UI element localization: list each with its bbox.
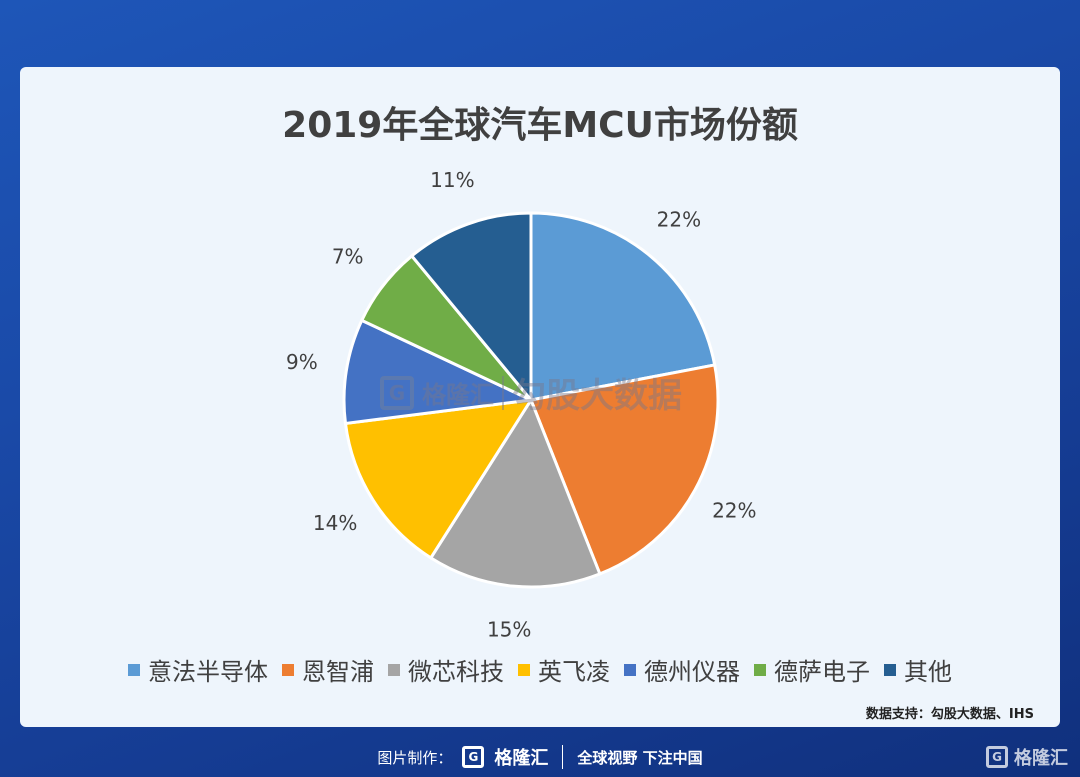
legend-swatch-3	[388, 663, 400, 676]
data-label-2: 22%	[712, 498, 756, 522]
watermark-divider	[502, 375, 504, 410]
corner-logo: G 格隆汇	[986, 744, 1068, 770]
legend-item-5: 德州仪器	[624, 652, 740, 687]
legend-swatch-6	[754, 663, 766, 676]
pie-slice-7	[409, 211, 533, 405]
legend-label-3: 微芯科技	[408, 658, 504, 686]
chart-legend: 意法半导体 恩智浦 微芯科技 英飞凌 德州仪器 德萨电子 其他	[0, 652, 1080, 687]
pie-slice-2	[528, 363, 720, 576]
legend-label-1: 意法半导体	[148, 658, 268, 686]
watermark-text: 勾股大数据	[512, 376, 682, 416]
legend-swatch-2	[282, 663, 294, 676]
pie-slice-4	[343, 398, 534, 560]
watermark-brand: 格隆汇	[422, 381, 494, 409]
corner-logo-brand: 格隆汇	[1014, 748, 1068, 769]
footer: 图片制作： G 格隆汇 全球视野 下注中国	[0, 742, 1080, 772]
watermark-logo-icon: G	[380, 375, 414, 410]
legend-item-4: 英飞凌	[518, 652, 610, 687]
chart-title: 2019年全球汽车MCU市场份额	[282, 105, 798, 146]
legend-label-2: 恩智浦	[302, 658, 374, 686]
data-label-6: 7%	[332, 244, 364, 268]
legend-swatch-1	[128, 663, 140, 676]
legend-label-4: 英飞凌	[538, 658, 610, 686]
legend-item-3: 微芯科技	[388, 652, 504, 687]
pie-slice-1	[529, 211, 717, 402]
source-note: 数据支持：勾股大数据、IHS	[865, 707, 1034, 722]
legend-item-7: 其他	[884, 652, 952, 687]
legend-label-5: 德州仪器	[644, 658, 740, 686]
legend-item-6: 德萨电子	[754, 652, 870, 687]
data-label-7: 11%	[430, 168, 474, 192]
legend-swatch-4	[518, 663, 530, 676]
footer-made-by: 图片制作：	[377, 748, 453, 767]
legend-item-2: 恩智浦	[282, 652, 374, 687]
legend-swatch-5	[624, 663, 636, 676]
footer-slogan: 全球视野 下注中国	[577, 748, 703, 767]
pie-slice-3	[428, 396, 602, 589]
legend-label-7: 其他	[904, 658, 952, 686]
footer-brand: 格隆汇	[494, 748, 549, 769]
watermark: G 格隆汇 勾股大数据	[380, 368, 682, 417]
legend-swatch-7	[884, 663, 896, 676]
data-label-1: 22%	[657, 208, 701, 232]
corner-logo-icon: G	[986, 746, 1008, 768]
footer-divider	[562, 745, 564, 769]
data-label-5: 9%	[286, 350, 318, 374]
data-label-3: 15%	[487, 617, 531, 641]
footer-logo-icon: G	[462, 746, 485, 768]
legend-label-6: 德萨电子	[774, 658, 870, 686]
data-label-4: 14%	[313, 511, 357, 535]
legend-item-1: 意法半导体	[128, 652, 268, 687]
pie-slice-5	[342, 318, 537, 426]
